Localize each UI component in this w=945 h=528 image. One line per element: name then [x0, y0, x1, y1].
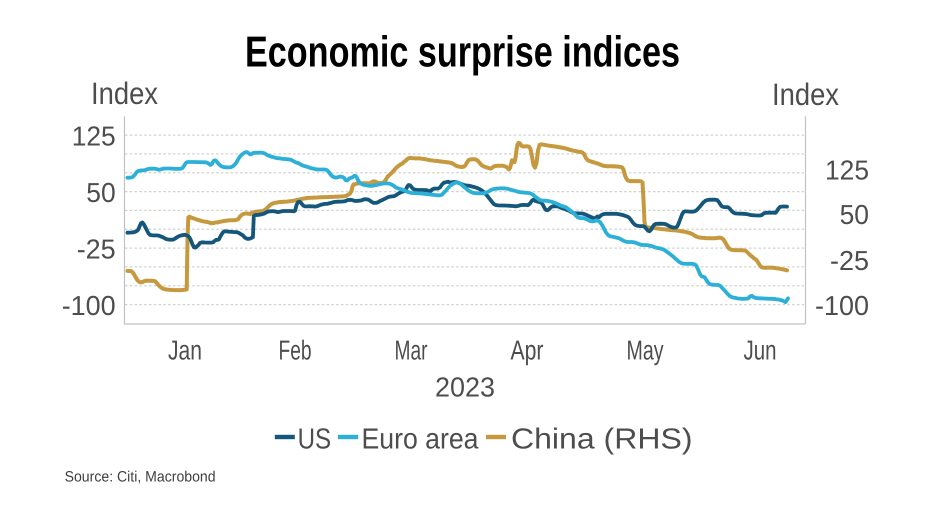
svg-text:Jun: Jun — [744, 335, 777, 366]
svg-text:-100: -100 — [62, 290, 116, 321]
svg-text:125: 125 — [825, 155, 869, 186]
svg-text:May: May — [627, 335, 664, 366]
svg-text:Index: Index — [91, 76, 158, 111]
svg-text:US: US — [298, 424, 332, 456]
svg-text:Index: Index — [772, 77, 839, 112]
svg-text:Feb: Feb — [279, 335, 312, 366]
svg-text:Apr: Apr — [511, 335, 544, 366]
svg-text:Mar: Mar — [395, 335, 428, 366]
svg-text:Euro area: Euro area — [362, 424, 480, 456]
svg-text:125: 125 — [72, 121, 116, 152]
svg-text:Economic surprise indices: Economic surprise indices — [245, 29, 680, 77]
svg-text:-100: -100 — [815, 290, 869, 321]
svg-text:50: 50 — [840, 199, 869, 230]
svg-text:Jan: Jan — [168, 335, 202, 366]
svg-text:Source: Citi, Macrobond: Source: Citi, Macrobond — [65, 469, 216, 486]
svg-text:2023: 2023 — [435, 372, 495, 403]
svg-text:-25: -25 — [830, 245, 869, 276]
svg-text:-25: -25 — [77, 234, 116, 265]
svg-text:China (RHS): China (RHS) — [511, 424, 693, 456]
svg-text:50: 50 — [86, 177, 115, 208]
